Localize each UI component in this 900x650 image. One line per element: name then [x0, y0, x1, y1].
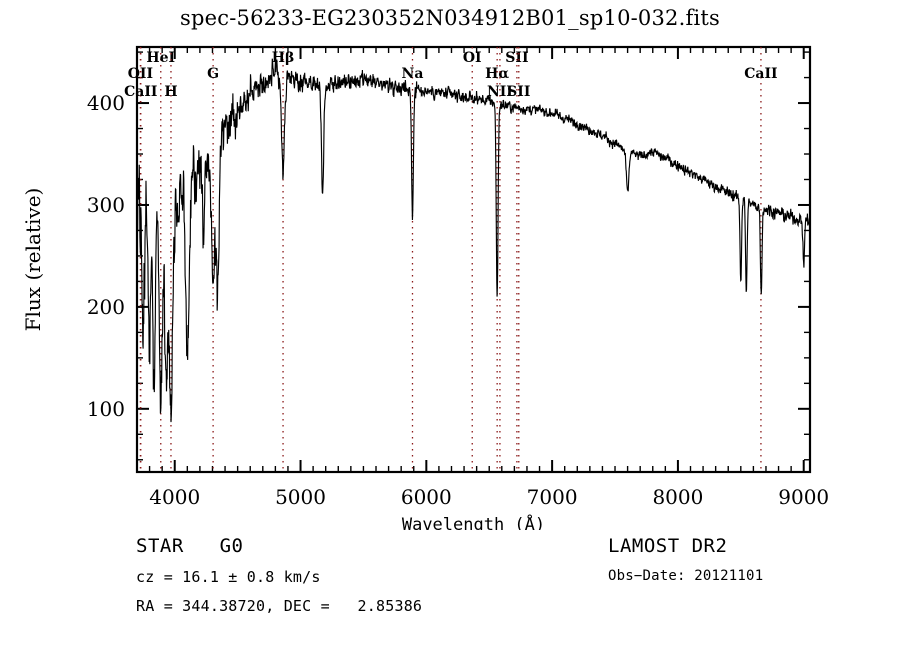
- redshift-velocity-label: cz = 16.1 ± 0.8 km/s: [136, 568, 321, 586]
- y-axis-tick-label: 100: [87, 397, 125, 421]
- line-label-OII: OII: [128, 66, 153, 82]
- figure-title: spec-56233-EG230352N034912B01_sp10-032.f…: [180, 6, 720, 30]
- line-label-HeI: HeI: [146, 50, 175, 66]
- line-label-CaII: CaII: [124, 84, 157, 100]
- survey-label: LAMOST DR2: [608, 535, 728, 557]
- metadata-right-column: LAMOST DR2 Obs−Date: 20121101: [608, 535, 888, 595]
- y-axis-tick-label: 300: [87, 193, 125, 217]
- spectrum-plot: 4000 5000 6000 7000 8000 9000 100 200 300 400 Wave…: [21, 45, 829, 530]
- spectrum-trace: [137, 58, 810, 423]
- line-label-NII: NII: [487, 84, 513, 100]
- x-axis-tick-label: 7000: [527, 485, 578, 509]
- metadata-block: STAR G0 cz = 16.1 ± 0.8 km/s RA = 344.38…: [0, 535, 900, 650]
- x-axis-title: Wavelength (Å): [402, 513, 545, 530]
- line-label-CaII: CaII: [744, 66, 777, 82]
- x-axis-tick-label: 4000: [149, 485, 200, 509]
- y-axis-title: Flux (relative): [21, 188, 45, 332]
- object-type-label: STAR G0: [136, 535, 244, 557]
- coordinates-label: RA = 344.38720, DEC = 2.85386: [136, 597, 423, 615]
- metadata-left-column: STAR G0 cz = 16.1 ± 0.8 km/s RA = 344.38…: [136, 535, 596, 626]
- line-label-SII: SII: [507, 84, 530, 100]
- line-label-G: G: [207, 66, 219, 82]
- y-axis-tick-label: 400: [87, 91, 125, 115]
- line-label-SII: SII: [505, 50, 528, 66]
- x-axis-tick-label: 5000: [275, 485, 326, 509]
- line-label-Na: Na: [402, 66, 424, 82]
- x-axis-tick-label: 9000: [778, 485, 829, 509]
- obs-date-label: Obs−Date: 20121101: [608, 568, 764, 584]
- x-axis-tick-label: 6000: [401, 485, 452, 509]
- y-axis-tick-label: 200: [87, 295, 125, 319]
- x-axis-tick-label: 8000: [652, 485, 703, 509]
- line-label-H: H: [164, 84, 177, 100]
- line-label-H: Hα: [485, 66, 509, 82]
- plot-frame: [135, 45, 812, 474]
- line-label-OI: OI: [463, 50, 482, 66]
